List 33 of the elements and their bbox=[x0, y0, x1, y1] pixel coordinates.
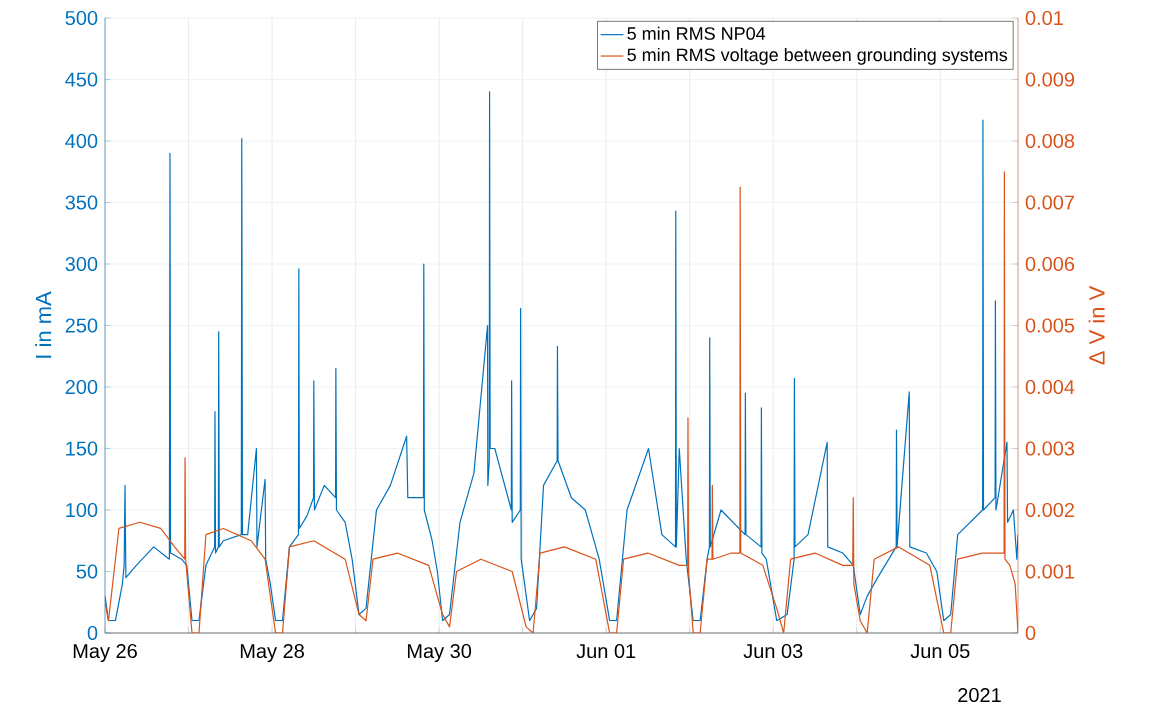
y-tick-label: 350 bbox=[65, 195, 98, 210]
y2-axis-title: Δ V in V bbox=[1088, 285, 1105, 365]
y-tick-label: 450 bbox=[65, 72, 98, 87]
y-tick-label: 100 bbox=[66, 502, 98, 518]
y2-tick-label: 0.003 bbox=[1025, 441, 1075, 456]
x-tick-label: Jun 05 bbox=[910, 643, 970, 659]
y2-tick-label: 0.008 bbox=[1025, 133, 1075, 149]
y2-tick-label: 0.002 bbox=[1025, 502, 1074, 518]
text: 2021 bbox=[958, 687, 1001, 703]
y-tick-label: 250 bbox=[65, 318, 98, 333]
x-tick-label: May 30 bbox=[407, 643, 472, 663]
y-tick-label: 500 bbox=[65, 10, 98, 26]
y-axis-title: I in mA bbox=[35, 291, 52, 358]
y2-tick-label: 0 bbox=[1025, 625, 1036, 641]
y-tick-label: 0 bbox=[87, 625, 98, 641]
y2-tick-label: 0.001 bbox=[1025, 564, 1075, 579]
y-tick-label: 300 bbox=[65, 256, 98, 272]
y2-tick-label: 0.01 bbox=[1025, 10, 1063, 26]
y-tick-label: 200 bbox=[65, 379, 98, 395]
y-tick-label: 150 bbox=[66, 441, 98, 456]
y2-tick-label: 0.006 bbox=[1025, 256, 1075, 272]
y2-tick-label: 0.004 bbox=[1025, 379, 1075, 395]
y2-tick-label: 0.007 bbox=[1025, 195, 1074, 210]
y-tick-label: 50 bbox=[76, 564, 98, 579]
y-tick-label: 400 bbox=[65, 133, 98, 149]
x-tick-label: May 26 bbox=[73, 643, 137, 663]
x-tick-label: May 28 bbox=[240, 643, 304, 663]
x-tick-label: Jun 03 bbox=[743, 643, 803, 659]
x-tick-label: Jun 01 bbox=[576, 643, 636, 659]
y2-tick-label: 0.009 bbox=[1025, 72, 1075, 87]
y2-tick-label: 0.005 bbox=[1025, 318, 1075, 333]
legend-label: 5 min RMS voltage between grounding systems bbox=[627, 48, 1008, 65]
legend-label: 5 min RMS NP04 bbox=[627, 26, 766, 40]
